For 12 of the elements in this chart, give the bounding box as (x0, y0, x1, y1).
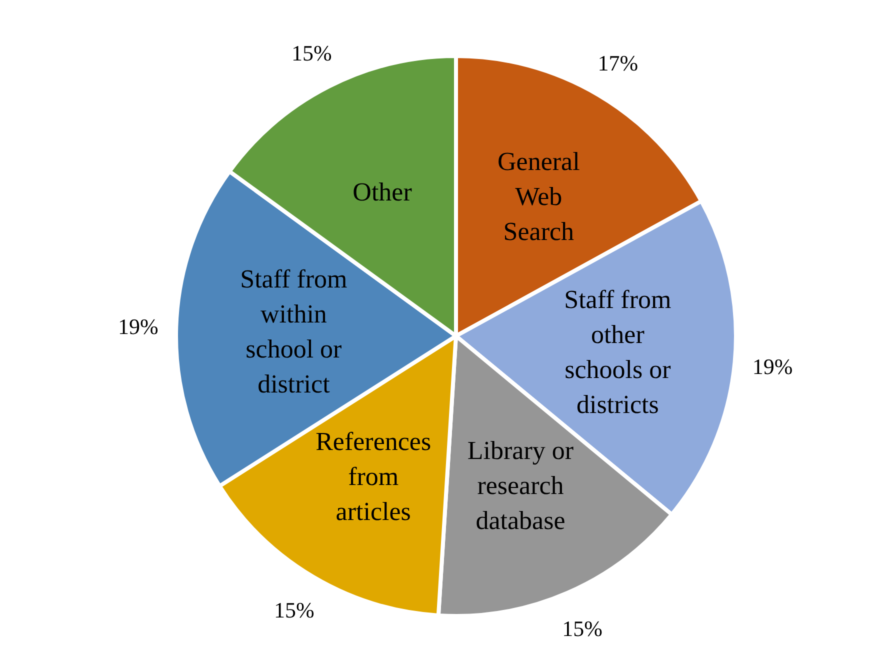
data-label: 17% (598, 50, 638, 76)
slice-label: Other (352, 177, 412, 206)
slice-label: General Web Search (498, 147, 580, 246)
data-label: 15% (291, 40, 332, 66)
slice-label: Staff from within school or district (240, 264, 348, 398)
slice-label: Staff from other schools or districts (564, 284, 672, 419)
data-label: 19% (752, 354, 793, 379)
slice-label: Library or research database (467, 436, 574, 536)
data-label: 15% (562, 616, 602, 641)
data-label: 15% (274, 598, 314, 623)
slice-label: References from articles (316, 426, 432, 526)
data-label: 19% (118, 314, 158, 340)
